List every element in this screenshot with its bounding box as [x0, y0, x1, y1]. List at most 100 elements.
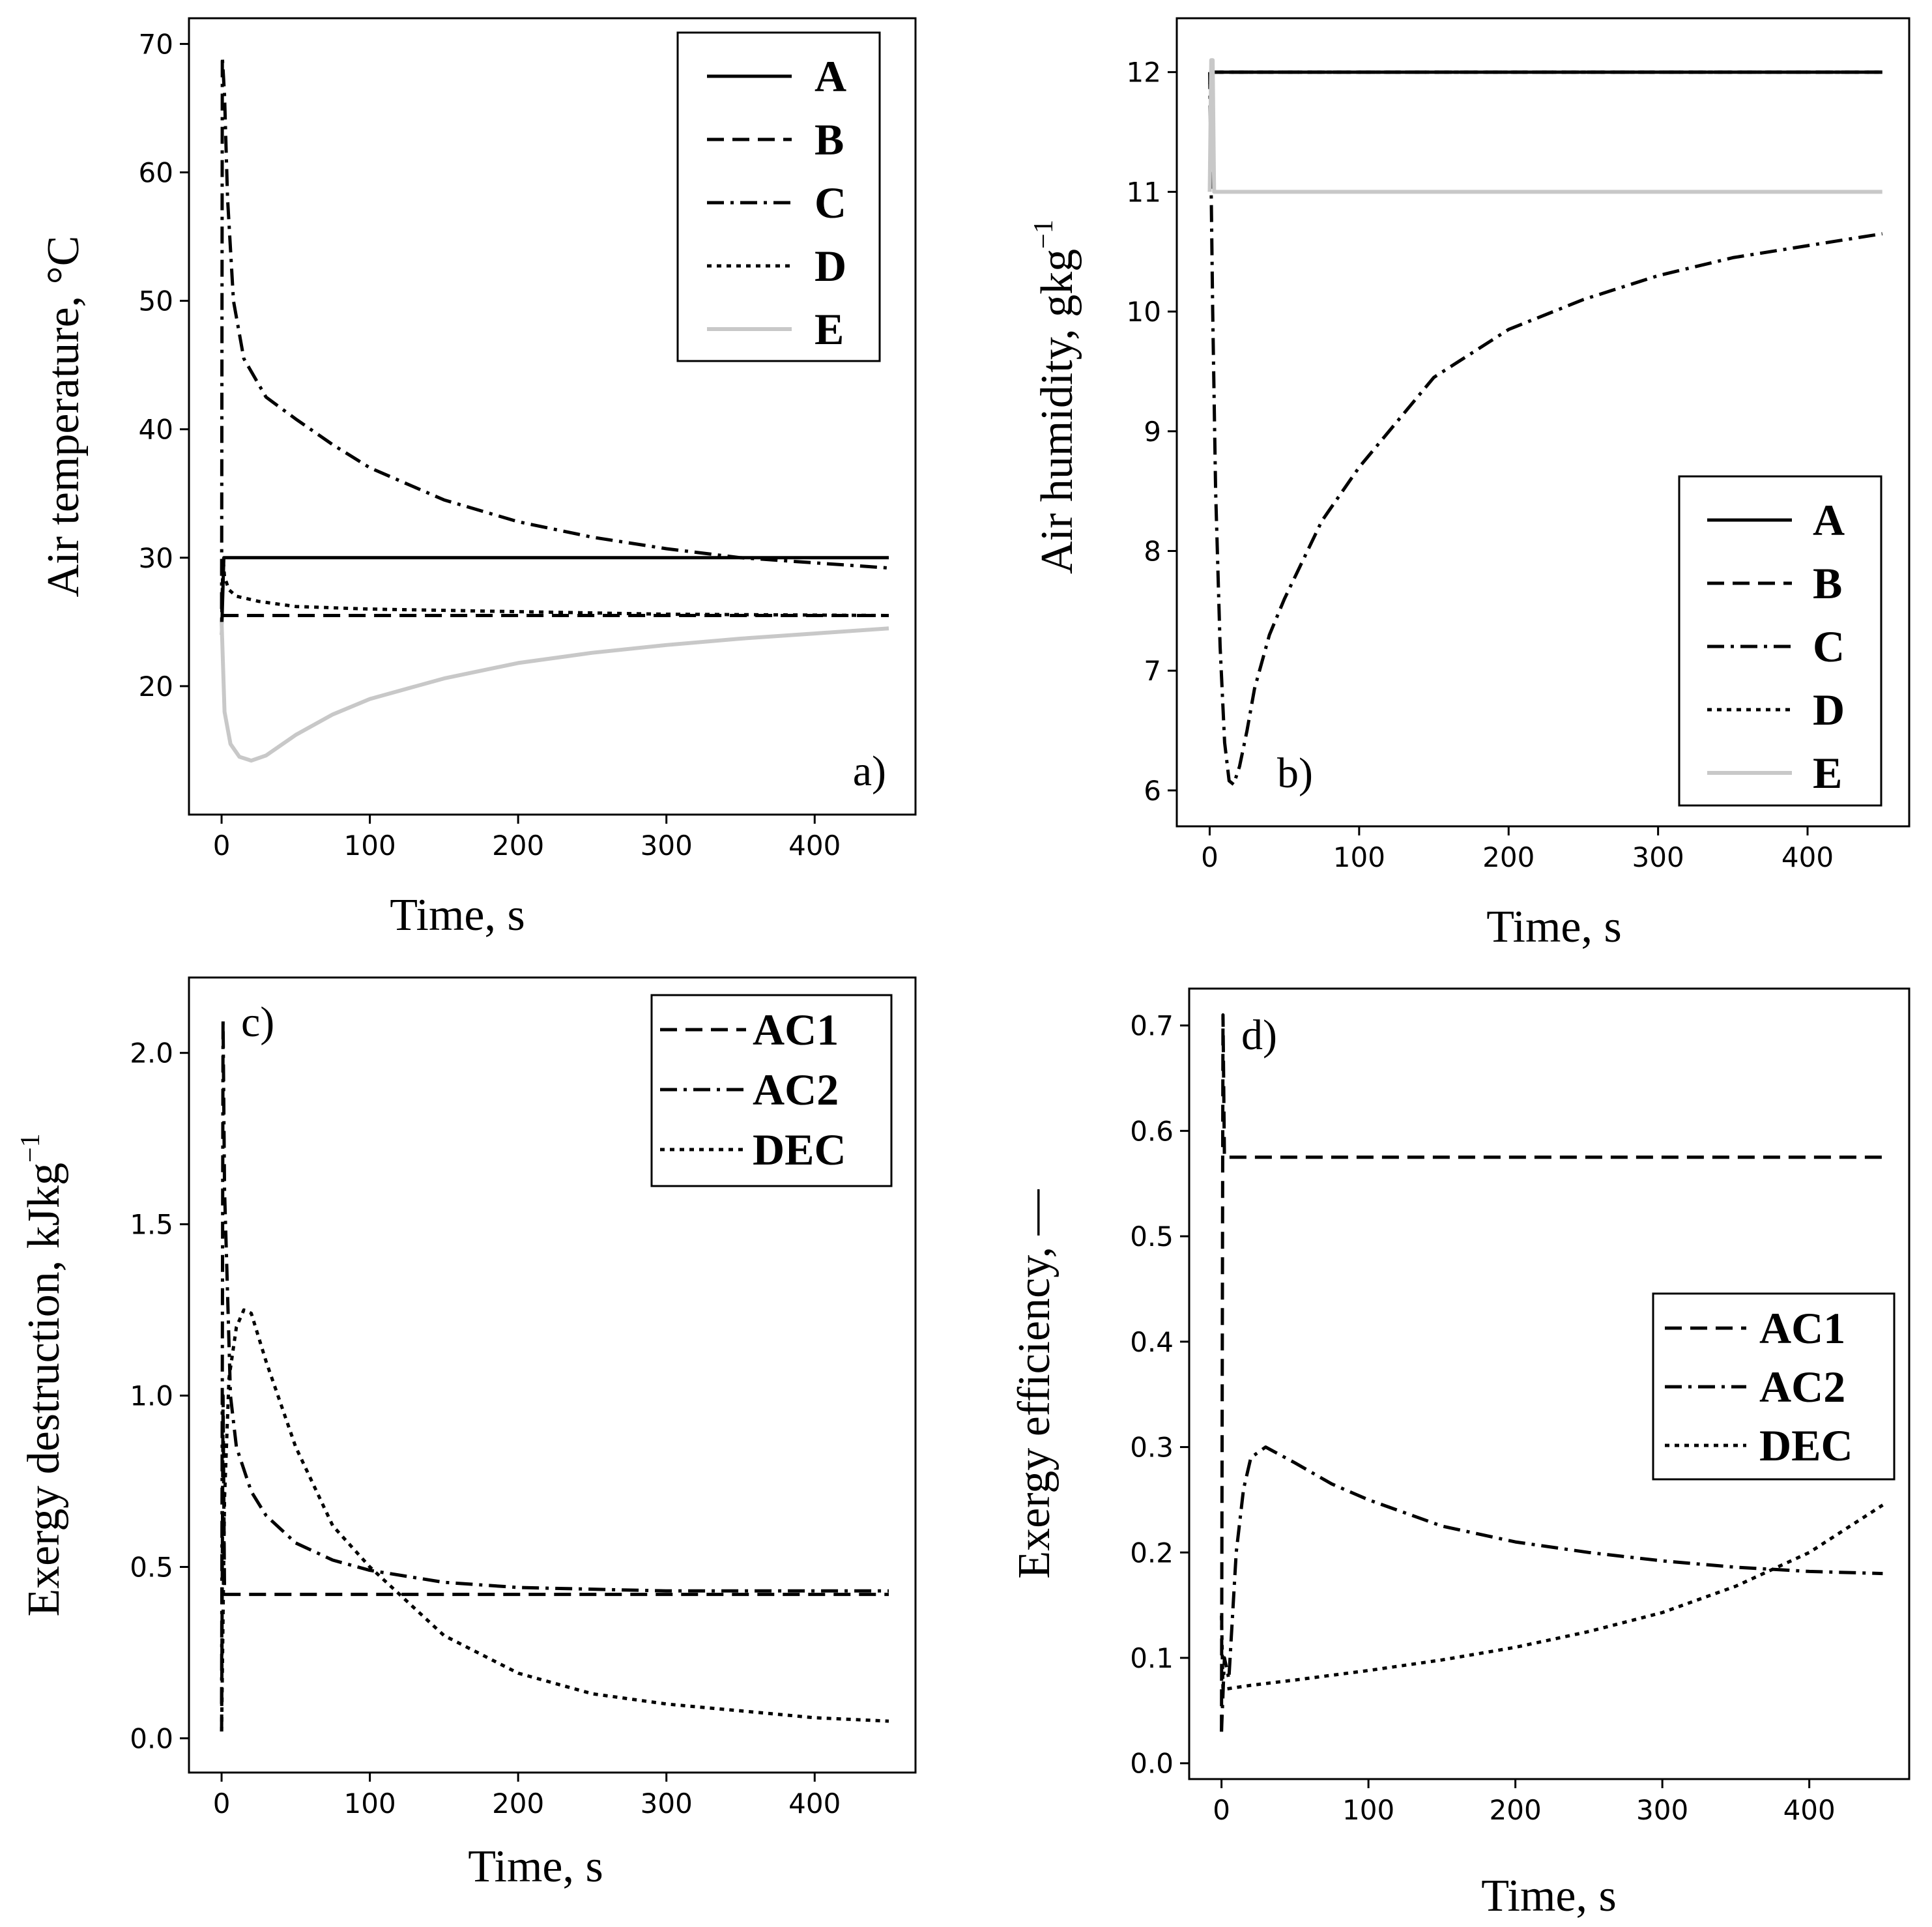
legend-label-ac1: AC1 — [753, 1005, 839, 1054]
legend-box — [1652, 1292, 1896, 1481]
x-tick-label: 300 — [641, 1788, 693, 1819]
y-axis-label: Exergy destruction, kJkg−1 — [16, 1133, 69, 1616]
y-tick-label: 0.0 — [1130, 1748, 1174, 1780]
y-tick-label: 7 — [1144, 655, 1161, 687]
legend-label-a: A — [815, 51, 846, 101]
x-tick-label: 100 — [1342, 1794, 1394, 1826]
legend-label-dec: DEC — [1759, 1421, 1853, 1470]
axes-frame — [188, 976, 917, 1774]
y-tick-label: 0.2 — [1130, 1537, 1174, 1569]
x-tick-label: 100 — [344, 830, 396, 862]
x-tick-label: 300 — [1632, 841, 1684, 873]
y-tick-label: 0.7 — [1130, 1010, 1174, 1042]
x-tick-label: 300 — [1636, 1794, 1688, 1826]
x-axis-label: Time, s — [1481, 1871, 1617, 1921]
y-tick-label: 11 — [1127, 176, 1161, 208]
y-tick-label: 0.6 — [1130, 1115, 1174, 1147]
y-axis-label: Exergy efficiency, — — [1009, 1189, 1060, 1578]
y-tick-label: 1.5 — [130, 1209, 173, 1241]
legend-label-d: D — [1813, 685, 1845, 734]
legend-label-ac1: AC1 — [1759, 1303, 1845, 1353]
series-line-dec — [1220, 1503, 1884, 1691]
legend-label-e: E — [1813, 748, 1842, 798]
x-tick-label: 0 — [1201, 841, 1218, 873]
y-axis-label-text: Air humidity, gkg — [1032, 249, 1082, 574]
legend-box — [676, 31, 881, 362]
series-line-dec — [220, 1308, 889, 1731]
y-axis-label: Air temperature, °C — [38, 236, 89, 598]
x-tick-label: 400 — [788, 1788, 841, 1819]
y-tick-label: 20 — [139, 671, 173, 703]
y-tick-label: 6 — [1144, 775, 1161, 807]
series-line-e — [220, 622, 889, 763]
y-tick-label: 10 — [1127, 296, 1161, 328]
y-tick-label: 0.5 — [130, 1551, 173, 1583]
x-tick-label: 400 — [1781, 841, 1834, 873]
y-axis-label-text: Exergy destruction, kJkg — [19, 1163, 69, 1617]
y-tick-label: 2.0 — [130, 1037, 173, 1069]
y-tick-label: 0.3 — [1130, 1432, 1174, 1464]
series-line-a — [220, 556, 889, 635]
y-tick-label: 0.4 — [1130, 1326, 1174, 1358]
y-tick-label: 30 — [139, 542, 173, 574]
series-line-ac2 — [1220, 1445, 1883, 1732]
x-axis-label: Time, s — [390, 890, 525, 940]
series-line-ac2 — [220, 1017, 889, 1704]
y-axis-label-exponent: −1 — [1029, 220, 1059, 249]
panel-a: 0 100 200 300 400 20 30 40 50 60 70 a) Time, s Air… — [38, 17, 917, 940]
legend: AC1 AC2 DEC — [1652, 1292, 1896, 1481]
x-tick-label: 100 — [344, 1788, 396, 1819]
legend-label-d: D — [815, 241, 846, 291]
y-tick-label: 1.0 — [130, 1380, 173, 1412]
series-line-a — [1208, 70, 1882, 85]
x-tick-label: 0 — [1213, 1794, 1230, 1826]
axes-frame — [1175, 17, 1910, 828]
x-tick-label: 300 — [641, 830, 693, 862]
axes-frame — [188, 17, 917, 816]
y-tick-label: 12 — [1127, 57, 1161, 89]
x-tick-label: 400 — [788, 830, 841, 862]
series-line-d — [220, 556, 889, 622]
panel-label: c) — [241, 998, 274, 1046]
legend-label-ac2: AC2 — [1759, 1362, 1845, 1412]
x-tick-label: 200 — [492, 830, 544, 862]
y-tick-label: 0.1 — [1130, 1642, 1174, 1674]
y-tick-label: 0.5 — [1130, 1221, 1174, 1253]
x-tick-label: 100 — [1333, 841, 1385, 873]
panel-d: 0 100 200 300 400 0.0 0.1 0.2 0.3 0.4 0.5 0.6 0.7 d)… — [1009, 987, 1910, 1921]
x-tick-label: 200 — [1482, 841, 1535, 873]
x-tick-label: 200 — [1490, 1794, 1542, 1826]
x-axis-label-text: Time, s — [468, 1842, 603, 1892]
legend-label-c: C — [815, 178, 846, 227]
series-line-ac1 — [220, 1394, 889, 1731]
panel-label: d) — [1241, 1011, 1277, 1059]
y-axis-label-exponent: −1 — [16, 1133, 46, 1163]
x-tick-label: 200 — [492, 1788, 544, 1819]
x-tick-label: 0 — [213, 830, 231, 862]
panel-label: a) — [853, 747, 886, 795]
legend-label-c: C — [1813, 622, 1845, 671]
legend-label-b: B — [1813, 558, 1842, 608]
y-tick-label: 70 — [139, 28, 173, 60]
y-tick-label: 0.0 — [130, 1722, 173, 1754]
y-axis-label-text: Exergy efficiency, — — [1009, 1189, 1060, 1578]
y-tick-label: 50 — [139, 285, 173, 317]
panel-label: b) — [1277, 749, 1313, 797]
x-axis-label-text: Time, s — [1486, 902, 1622, 952]
legend-label-dec: DEC — [753, 1125, 846, 1174]
x-axis-label: Time, s — [468, 1842, 603, 1892]
axes-frame — [1188, 987, 1910, 1780]
y-tick-label: 8 — [1144, 535, 1161, 567]
x-axis-label: Time, s — [1486, 902, 1622, 952]
legend-box — [1678, 475, 1882, 807]
series-line-ac1 — [1220, 1013, 1883, 1732]
panel-b: 0 100 200 300 400 6 7 8 9 10 11 12 b) Time, s Air h… — [1029, 17, 1910, 952]
legend-label-a: A — [1813, 495, 1845, 545]
legend: AC1 AC2 DEC — [650, 994, 893, 1187]
y-tick-label: 60 — [139, 157, 173, 189]
y-tick-label: 9 — [1144, 416, 1161, 448]
